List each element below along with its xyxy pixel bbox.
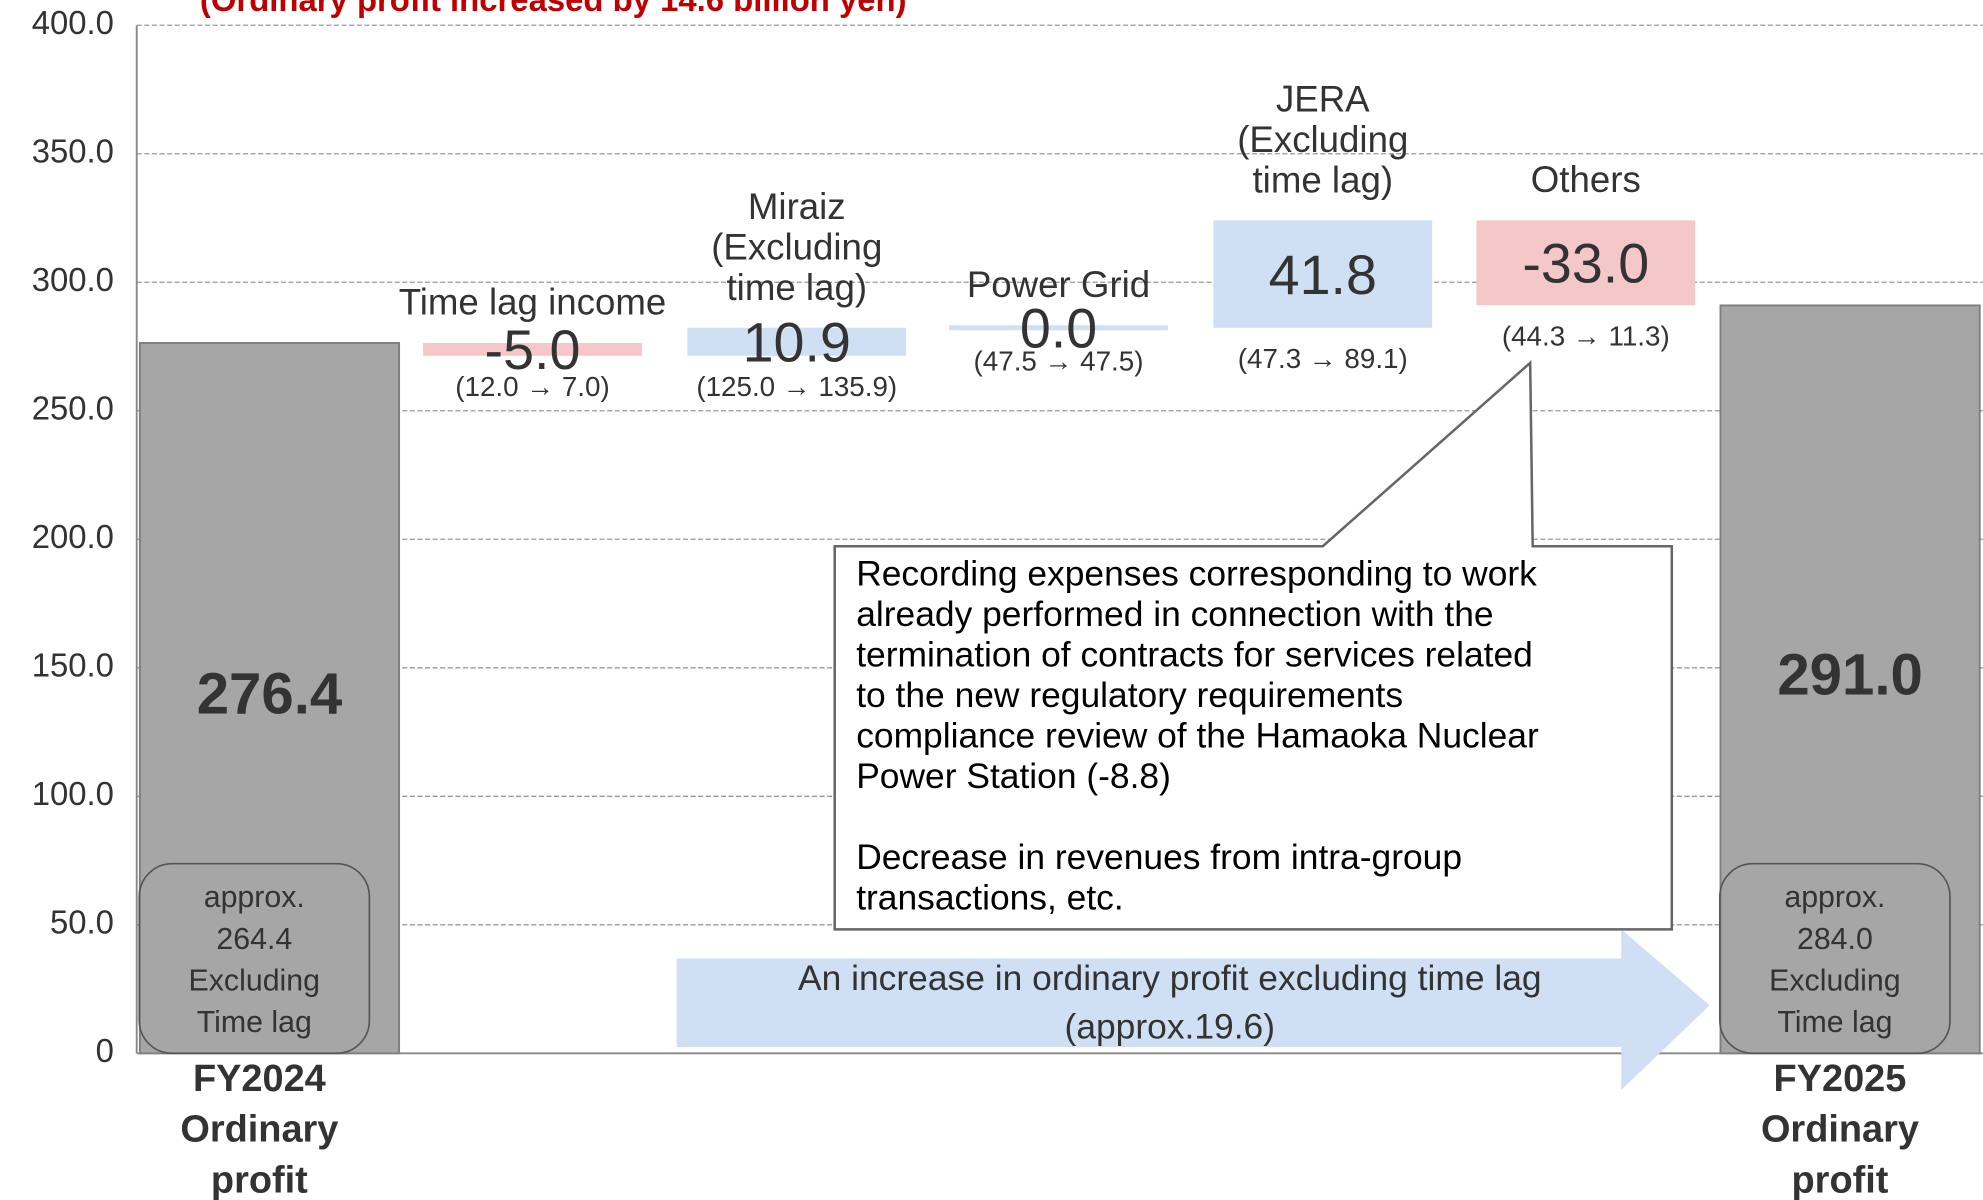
bar <box>1719 304 1981 1055</box>
category-label: Others <box>1531 159 1641 200</box>
note-text: approx. 284.0 Excluding Time lag <box>1769 881 1901 1039</box>
value-label: 291.0 <box>1777 643 1923 708</box>
y-tick-label: 200.0 <box>32 518 114 555</box>
change-label: (12.0 → 7.0) <box>455 371 610 402</box>
value-label: -5.0 <box>485 319 581 381</box>
y-tick-label: 0 <box>96 1032 114 1069</box>
callout-text: Recording expenses corresponding to work… <box>856 554 1539 796</box>
value-label: 276.4 <box>197 661 343 726</box>
y-tick-label: 350.0 <box>32 132 114 169</box>
change-label: (47.3 → 89.1) <box>1238 343 1408 374</box>
y-tick-label: 100.0 <box>32 775 114 812</box>
y-tick-label: 250.0 <box>32 389 114 426</box>
value-label: 41.8 <box>1269 244 1377 306</box>
change-label: (47.5 → 47.5) <box>974 346 1144 377</box>
arrow-text: An increase in ordinary profit excluding… <box>798 959 1542 1047</box>
callout-text: Decrease in revenues from intra-group tra… <box>856 837 1462 917</box>
bar <box>949 325 1168 331</box>
chart-title: (Ordinary profit increased by 14.6 billi… <box>200 0 907 18</box>
bar <box>1476 220 1696 306</box>
bar <box>687 327 907 356</box>
note-bracket <box>138 862 371 1055</box>
y-tick-label: 300.0 <box>32 261 114 298</box>
category-label: Power Grid <box>967 264 1150 305</box>
value-label: 0.0 <box>1020 298 1097 360</box>
bar <box>138 342 401 1055</box>
category-label: JERA (Excluding time lag) <box>1237 78 1408 200</box>
trend-arrow <box>676 929 1710 1090</box>
y-tick-label: 400.0 <box>32 4 114 41</box>
change-label: (125.0 → 135.9) <box>696 371 897 402</box>
category-label: Miraiz (Excluding time lag) <box>711 186 882 308</box>
category-label: Time lag income <box>399 282 667 323</box>
change-label: (44.3 → 11.3) <box>1502 320 1670 351</box>
bar <box>1213 220 1433 328</box>
note-bracket <box>1719 862 1951 1055</box>
value-label: -33.0 <box>1522 233 1649 295</box>
bar <box>423 342 642 356</box>
callout-box <box>833 360 1674 931</box>
y-tick-label: 150.0 <box>32 646 114 683</box>
x-tick-label: FY2025 Ordinary profit <box>1761 1058 1919 1200</box>
x-tick-label: FY2024 Ordinary profit <box>180 1058 338 1200</box>
note-text: approx. 264.4 Excluding Time lag <box>189 881 321 1039</box>
value-label: 10.9 <box>743 312 851 374</box>
y-tick-label: 50.0 <box>50 904 114 941</box>
